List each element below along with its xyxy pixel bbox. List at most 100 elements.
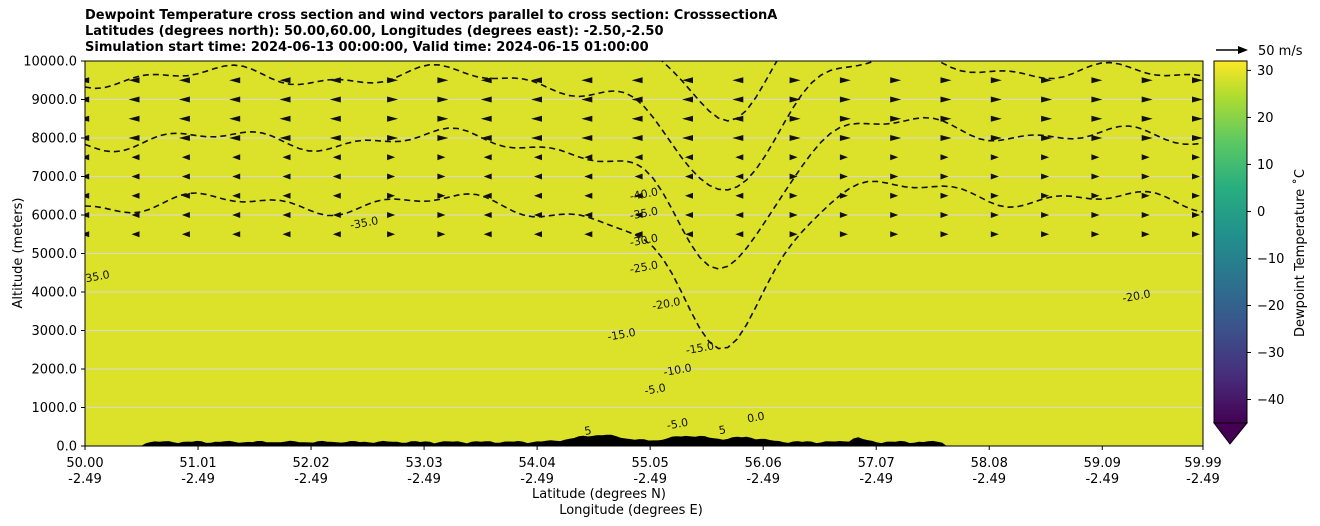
wind-vector — [789, 135, 801, 141]
wind-vector — [940, 212, 949, 218]
wind-vector — [128, 96, 140, 103]
contour-line — [85, 116, 1203, 270]
wind-vector — [990, 212, 999, 218]
contour-label: -20.0 — [651, 295, 681, 313]
wind-vector — [181, 173, 190, 180]
wind-vector — [332, 173, 341, 180]
colorbar-tick-label: −10 — [1257, 252, 1284, 267]
wind-vector — [890, 192, 899, 199]
wind-vector — [940, 154, 949, 161]
wind-vector — [531, 115, 542, 122]
colorbar-tick-label: −30 — [1257, 346, 1284, 361]
wind-vector — [332, 192, 341, 199]
wind-vector — [232, 154, 241, 161]
wind-vector — [890, 212, 899, 218]
wind-vector — [178, 77, 190, 84]
x-tick-label-lat: 57.07 — [858, 456, 895, 471]
wind-vector — [279, 77, 291, 84]
x-axis-label-lon: Longitude (degrees E) — [559, 503, 703, 518]
wind-vector — [387, 192, 396, 199]
colorbar-tick-label: 30 — [1257, 64, 1274, 79]
wind-vector — [940, 135, 952, 141]
colorbar-tick-label: −40 — [1257, 393, 1284, 408]
wind-vector — [1041, 173, 1050, 180]
wind-vector — [128, 135, 140, 141]
wind-vector — [1091, 115, 1103, 122]
wind-vector — [480, 96, 492, 103]
wind-vector — [789, 231, 798, 238]
wind-vector — [1192, 115, 1203, 122]
wind-vector — [1041, 192, 1050, 199]
terrain-shape — [85, 434, 1203, 446]
y-tick-label: 0.0 — [56, 440, 77, 455]
wind-vector — [329, 96, 341, 103]
wind-vector — [85, 96, 90, 103]
wind-vector — [839, 154, 848, 161]
wind-vector — [890, 77, 902, 84]
wind-vector — [940, 192, 949, 199]
wind-vector — [437, 77, 449, 84]
chart-title: Dewpoint Temperature cross section and w… — [85, 8, 777, 56]
contour-label: 5 — [718, 423, 727, 437]
wind-vector — [685, 173, 693, 180]
wind-vector — [682, 96, 693, 103]
wind-vector — [483, 173, 492, 180]
wind-vector — [1091, 212, 1100, 218]
wind-vector — [1091, 231, 1100, 238]
wind-vector — [531, 135, 542, 141]
wind-vector — [437, 231, 446, 238]
dewpoint-fill-bands — [85, 61, 1203, 446]
colorbar-extend-triangle — [1214, 423, 1247, 444]
wind-vector — [282, 173, 291, 180]
wind-vector — [990, 77, 1002, 84]
wind-vector — [85, 115, 90, 122]
wind-vector — [584, 154, 593, 161]
wind-vector — [282, 192, 291, 199]
y-tick-label: 9000.0 — [32, 93, 78, 108]
wind-vector — [890, 231, 899, 238]
wind-vector — [1192, 192, 1200, 199]
wind-vector — [332, 154, 341, 161]
wind-vector — [329, 77, 341, 84]
wind-vector — [437, 96, 449, 103]
y-tick-label: 7000.0 — [32, 170, 78, 185]
contour-label: -15.0 — [606, 326, 636, 344]
wind-vector — [682, 77, 693, 84]
wind-vector — [534, 231, 542, 238]
x-tick-label-lon: -2.49 — [181, 472, 215, 487]
wind-vector — [735, 212, 744, 218]
wind-vector — [839, 135, 851, 141]
y-tick-label: 5000.0 — [32, 247, 78, 262]
wind-vector — [732, 115, 744, 122]
wind-vector — [181, 212, 190, 218]
y-axis-label: Altitude (meters) — [11, 198, 26, 309]
colorbar-tick-label: −20 — [1257, 299, 1284, 314]
contour-label: -35.0 — [349, 214, 379, 232]
wind-vector — [131, 173, 140, 180]
wind-vector — [437, 154, 446, 161]
contour-lines — [85, 61, 1203, 350]
title-line-3: Simulation start time: 2024-06-13 00:00:… — [85, 40, 649, 55]
wind-vector — [631, 96, 643, 103]
wind-vector — [483, 212, 492, 218]
wind-vector — [282, 231, 291, 238]
wind-vector — [890, 154, 899, 161]
x-tick-label-lat: 56.06 — [745, 456, 782, 471]
contour-labels: -40.0 -35.0 -30.0 -25.0 -20.0 -15.0 -15.0 -10.0… — [85, 185, 1152, 438]
colorbar-tick-label: 10 — [1257, 158, 1274, 173]
wind-vector — [581, 135, 593, 141]
wind-vector — [789, 173, 798, 180]
wind-vector — [128, 77, 140, 84]
wind-vector — [531, 96, 542, 103]
wind-vector — [1091, 135, 1103, 141]
x-tick-label-lat: 58.08 — [971, 456, 1008, 471]
wind-vector — [631, 77, 643, 84]
wind-vector — [1141, 192, 1150, 199]
x-axis-ticks: 50.00-2.4951.01-2.4952.02-2.4953.03-2.49… — [66, 446, 1222, 487]
wind-vector — [789, 115, 801, 122]
x-tick-label-lon: -2.49 — [633, 472, 667, 487]
wind-vector — [1041, 96, 1053, 103]
dewpoint-band — [85, 61, 1203, 446]
x-tick-label-lon: -2.49 — [68, 472, 102, 487]
wind-vector — [940, 96, 952, 103]
